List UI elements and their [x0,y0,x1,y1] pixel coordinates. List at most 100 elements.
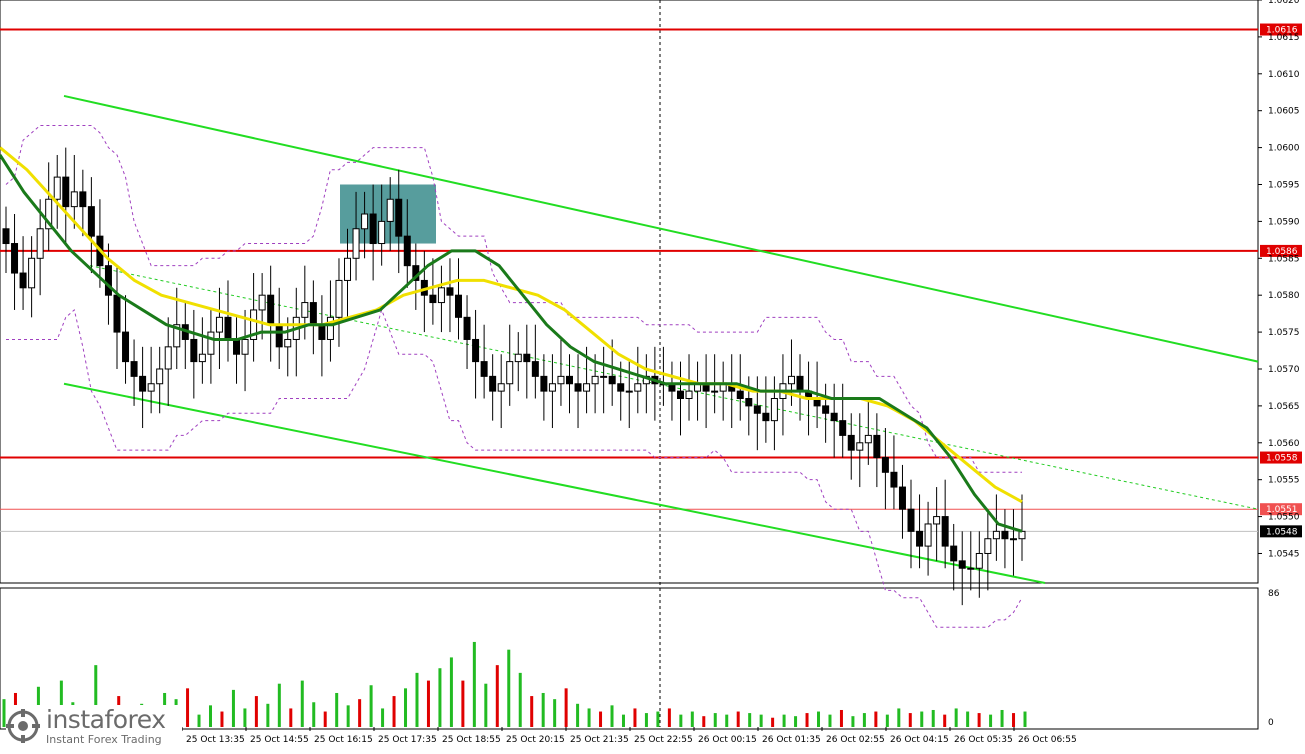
price-tick-label: 1.0590 [1268,217,1300,227]
volume-bar [702,716,706,727]
volume-bar [805,713,809,727]
time-tick-label: 26 Oct 05:35 [954,735,1013,745]
volume-bar [713,713,717,727]
candle-body [617,383,625,392]
candle-body [1009,538,1017,541]
candle-body [173,324,181,348]
candle-body [275,324,283,348]
time-tick-label: 25 Oct 22:55 [634,735,693,745]
volume-bar [59,680,63,727]
current-price-label: 1.0548 [1266,527,1298,537]
candle-body [1018,530,1026,540]
candle-body [164,346,172,370]
volume-bar [392,696,396,727]
candle-body [36,228,44,259]
candle-body [62,176,70,208]
time-tick-label: 26 Oct 01:35 [762,735,821,745]
volume-bar [679,714,683,727]
candle-body [429,294,437,304]
volume-bar [610,705,614,727]
candle-body [770,398,778,422]
volume-min-label: 0 [1268,718,1274,728]
candle-body [250,309,258,340]
candle-body [369,213,377,245]
volume-bar [254,696,258,727]
volume-bar [851,716,855,727]
volume-bar [231,689,235,727]
volume-bar [782,714,786,727]
time-tick-label: 25 Oct 21:35 [570,735,629,745]
volume-bar [920,711,924,727]
volume-bar [599,711,603,727]
level-badge [1260,503,1302,516]
logo-icon [6,709,40,743]
volume-bar [208,705,212,727]
volume-bar [553,699,557,727]
price-panel [0,0,1259,584]
candle-body [736,390,744,400]
level-label: 1.0558 [1266,454,1298,464]
candle-body [933,516,941,525]
candle-body [506,361,514,385]
candle-body [386,198,394,222]
volume-bar [977,713,981,727]
candle-body [53,176,61,200]
candle-body [215,316,223,333]
volume-bar [759,714,763,727]
candle-body [480,361,488,377]
candle-body [267,294,275,326]
instaforex-logo: instaforex Instant Forex Trading [6,705,182,747]
volume-bar [1000,709,1004,727]
volume-bar [828,714,832,727]
candle-body [113,294,121,333]
candle-body [992,530,1000,540]
volume-bar [587,708,591,727]
volume-bar [484,683,488,727]
time-tick-label: 26 Oct 02:55 [826,735,885,745]
candle-body [634,383,642,392]
candle-body [361,213,369,230]
candle-body [11,243,19,274]
candle-body [2,228,10,245]
candle-body [540,375,548,392]
price-tick-label: 1.0575 [1268,328,1300,338]
candle-body [856,442,864,451]
candle-body [79,191,87,208]
candle-body [557,375,565,385]
candle-body [975,552,983,569]
time-tick-label: 25 Oct 16:15 [314,735,373,745]
candle-body [591,375,599,385]
candle-body [70,191,78,208]
volume-bar [794,716,798,727]
candle-body [258,294,266,311]
candle-body [881,457,889,473]
candle-body [898,486,906,510]
candle-body [924,523,932,547]
volume-bar [771,717,775,727]
time-tick-label: 25 Oct 17:35 [378,735,437,745]
volume-bar [576,703,580,727]
candle-body [352,228,360,259]
volume-bar [426,680,430,727]
volume-bar [564,688,568,727]
candle-body [753,405,761,414]
price-tick-label: 1.0610 [1268,70,1300,80]
candle-body [796,375,804,392]
candle-body [130,361,138,377]
volume-bar [954,708,958,727]
candle-body [864,434,872,444]
candle-body [139,375,147,392]
price-tick-label: 1.0560 [1268,439,1300,449]
candle-body [916,530,924,547]
volume-bar [472,641,476,727]
candle-body [463,316,471,340]
price-tick-label: 1.0545 [1268,549,1300,559]
candle-body [326,316,334,340]
candle-body [787,375,795,385]
level-label: 1.0616 [1266,26,1298,36]
candle-body [907,508,915,532]
volume-bar [358,699,362,727]
candle-body [403,235,411,267]
volume-bar [507,649,511,727]
candle-body [514,353,522,363]
